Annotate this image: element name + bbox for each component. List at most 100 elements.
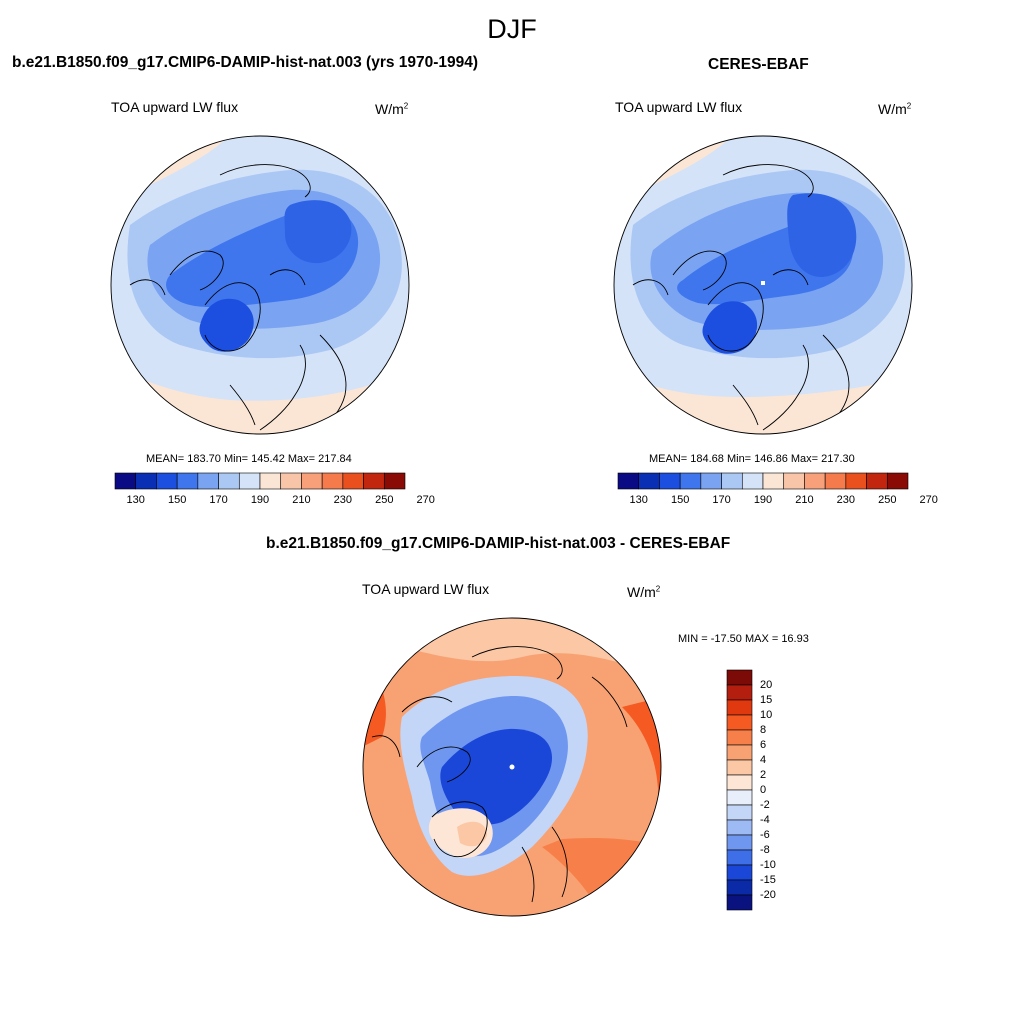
panel2-colorbar-box <box>721 472 743 490</box>
panel3-colorbar-tick-label: 4 <box>760 754 767 766</box>
panel2-colorbar-tick-label: 270 <box>919 494 938 506</box>
panel2-pole-missing-value <box>761 281 765 285</box>
panel2-colorbar-box <box>783 472 805 490</box>
panel1-stats: MEAN= 183.70 Min= 145.42 Max= 217.84 <box>146 453 352 465</box>
panel1-colorbar-box <box>197 472 219 490</box>
panel1-colorbar-tick-label: 210 <box>292 494 311 506</box>
panel1-colorbar-box <box>238 472 261 490</box>
panel3-colorbar-box <box>726 714 753 731</box>
panel2-colorbar-tick-label: 150 <box>670 494 690 506</box>
panel3-colorbar-tick-label: 10 <box>760 709 773 721</box>
panel1-colorbar-tick-label: 230 <box>333 494 353 506</box>
panel3-colorbar-tick-label: -4 <box>760 814 770 826</box>
panel3-colorbar-tick-label: -20 <box>760 889 776 901</box>
panel2-colorbar-tick-label: 250 <box>878 494 897 506</box>
panel1-colorbar-box <box>218 472 240 490</box>
panel2-stats: MEAN= 184.68 Min= 146.86 Max= 217.30 <box>649 453 855 465</box>
panel1-colorbar-tick-label: 250 <box>375 494 394 506</box>
panel3-colorbar-tick-label: -6 <box>760 829 770 841</box>
panel3-colorbar-tick-label: -10 <box>760 859 776 871</box>
panel3-colorbar-box <box>726 744 753 761</box>
panel3-colorbar-box <box>726 834 753 851</box>
panel2-map-border <box>613 135 913 435</box>
panel2-units: W/m2 <box>878 101 912 117</box>
panel2-variable-label: TOA upward LW flux <box>615 99 743 115</box>
panel1-colorbar-box <box>135 472 157 490</box>
panel3-colorbar-tick-label: -2 <box>760 799 770 811</box>
panel1-colorbar-box <box>176 472 199 490</box>
panel2-polar-map <box>613 135 913 435</box>
panel2-field-minimum <box>702 301 758 354</box>
panel1-coastlines <box>129 164 347 434</box>
panel3-colorbar-box <box>726 804 753 821</box>
panel2-colorbar-box <box>700 472 722 490</box>
panel3-field-east-warm <box>622 697 661 817</box>
panel2-colorbar-box <box>638 472 660 490</box>
panel2-coastlines <box>632 164 850 434</box>
panel1-colorbar-ticks: 130 150 170 190 210 230 250 270 <box>115 494 435 508</box>
panel2-colorbar-tick-label: 170 <box>712 494 731 506</box>
panel3-units: W/m2 <box>627 584 661 600</box>
panel1-colorbar-tick-label: 130 <box>126 494 145 506</box>
panel3-colorbar-box <box>726 759 753 776</box>
panel3-colorbar-tick-label: 0 <box>760 784 767 796</box>
panel1-colorbar <box>114 472 406 490</box>
panel3-colorbar-tick-label: 2 <box>760 769 767 781</box>
panel3-colorbar-tick-label: 20 <box>760 679 773 691</box>
panel3-colorbar-box <box>726 849 753 866</box>
panel3-colorbar-tick-label: 15 <box>760 694 773 706</box>
panel3-colorbar-box <box>726 789 753 806</box>
panel3-variable-label: TOA upward LW flux <box>362 581 490 597</box>
panel3-coastlines <box>371 646 628 903</box>
panel3-field-greenland-warm <box>457 821 487 847</box>
panel3-colorbar-box <box>726 729 753 746</box>
panel3-colorbar <box>726 669 753 911</box>
panel2-colorbar-box <box>762 472 785 490</box>
panel2-colorbar-box <box>617 472 640 490</box>
panel3-map-border <box>362 617 662 917</box>
panel1-field-minimum <box>199 298 254 352</box>
panel1-colorbar-box <box>342 472 364 490</box>
panel1-colorbar-box <box>321 472 344 490</box>
panel1-colorbar-tick-label: 190 <box>250 494 270 506</box>
panel2-colorbar-box <box>804 472 826 490</box>
panel1-colorbar-tick-label: 150 <box>167 494 187 506</box>
panel3-colorbar-tick-label: 6 <box>760 739 767 751</box>
panel2-colorbar-box <box>824 472 847 490</box>
panel3-colorbar-box <box>726 819 753 836</box>
panel1-colorbar-box <box>114 472 137 490</box>
panel2-field-siberia-min <box>787 193 857 278</box>
panel1-colorbar-box <box>156 472 178 490</box>
panel3-stats: MIN = -17.50 MAX = 16.93 <box>678 633 809 645</box>
panel2-colorbar-tick-label: 210 <box>795 494 814 506</box>
panel1-field-siberia-min <box>284 200 352 264</box>
panel1-colorbar-box <box>280 472 302 490</box>
panel2-colorbar <box>617 472 909 490</box>
panel1-polar-map <box>110 135 410 435</box>
panel2-colorbar-tick-label: 190 <box>753 494 773 506</box>
panel2-colorbar-box <box>866 472 888 490</box>
panel1-colorbar-box <box>259 472 282 490</box>
panel1-map-border <box>110 135 410 435</box>
panel1-colorbar-box <box>383 472 406 490</box>
panel2-colorbar-tick-label: 130 <box>629 494 648 506</box>
panel1-colorbar-box <box>301 472 323 490</box>
panel3-colorbar-tick-label: 8 <box>760 724 767 736</box>
panel1-colorbar-tick-label: 270 <box>416 494 435 506</box>
panel2-colorbar-box <box>741 472 764 490</box>
panel3-colorbar-ticks: 20 15 10 8 6 4 2 0 -2 -4 -6 -8 -10 -15 -20 <box>760 670 800 910</box>
panel3-colorbar-box <box>726 864 753 881</box>
panel1-title: b.e21.B1850.f09_g17.CMIP6-DAMIP-hist-nat… <box>12 54 479 71</box>
panel1-colorbar-tick-label: 170 <box>209 494 228 506</box>
panel3-colorbar-box <box>726 774 753 791</box>
panel3-field-west-warm <box>363 657 386 747</box>
panel1-units: W/m2 <box>375 101 409 117</box>
panel3-colorbar-box <box>726 669 753 686</box>
main-title: DJF <box>487 14 537 44</box>
panel3-colorbar-box <box>726 699 753 716</box>
panel2-colorbar-box <box>845 472 867 490</box>
panel3-polar-map <box>362 617 662 917</box>
panel3-title: b.e21.B1850.f09_g17.CMIP6-DAMIP-hist-nat… <box>266 535 731 552</box>
panel3-pole-missing-value <box>509 764 515 770</box>
panel3-colorbar-tick-label: -8 <box>760 844 770 856</box>
